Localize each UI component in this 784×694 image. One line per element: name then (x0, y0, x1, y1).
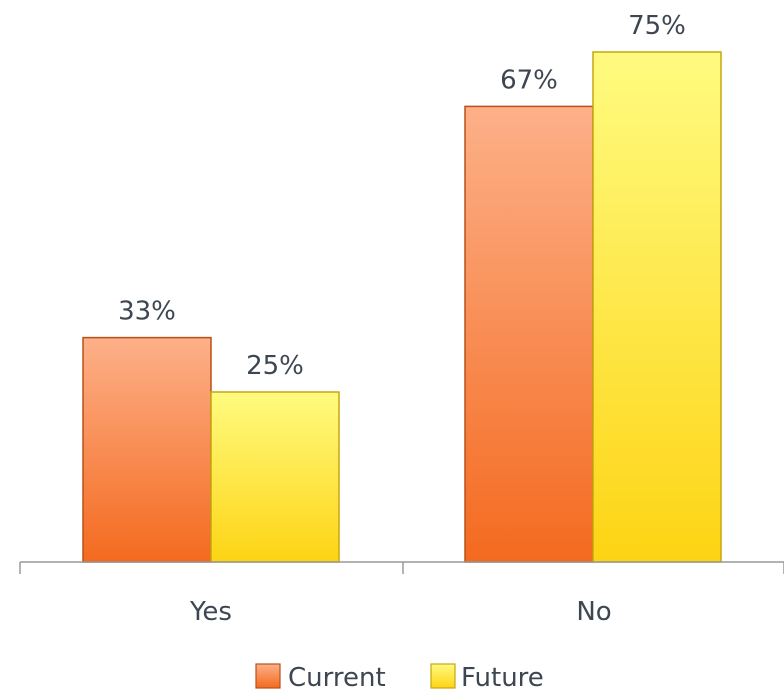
data-label-current-no: 67% (500, 65, 558, 95)
legend: Current Future (255, 663, 544, 693)
x-tick-label-no: No (576, 597, 611, 627)
bar-current-no (464, 105, 594, 563)
data-labels-layer: 33% 25% 67% 75% (118, 11, 686, 381)
legend-swatch-current (255, 663, 281, 689)
bar-future-no (592, 51, 722, 563)
x-tick-label-yes: Yes (189, 597, 232, 627)
bar-future-yes (210, 391, 340, 563)
legend-swatch-future (430, 663, 456, 689)
legend-label-current: Current (288, 663, 386, 693)
data-label-future-yes: 25% (246, 351, 304, 381)
bars-layer (82, 51, 722, 563)
x-axis-ticks: Yes No (19, 562, 784, 627)
data-label-current-yes: 33% (118, 297, 176, 327)
legend-label-future: Future (461, 663, 544, 693)
data-label-future-no: 75% (628, 11, 686, 41)
bar-current-yes (82, 336, 212, 563)
